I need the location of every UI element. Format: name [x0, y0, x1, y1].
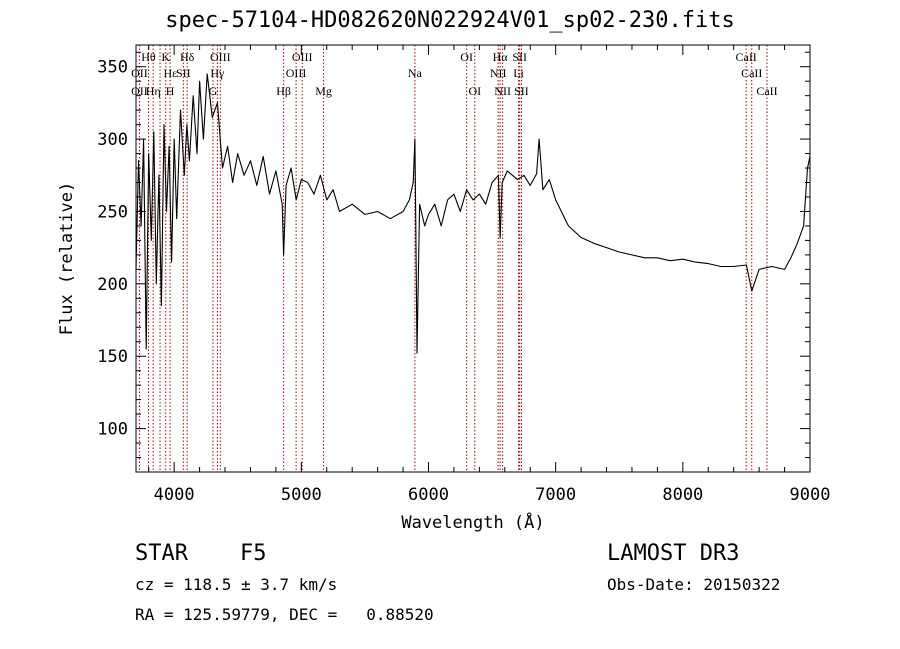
line-label: G	[209, 84, 218, 98]
y-tick-label: 250	[97, 202, 128, 222]
line-label: OII	[131, 66, 148, 80]
object-class: STAR	[135, 541, 188, 566]
redshift-info: cz = 118.5 ± 3.7 km/s	[135, 575, 338, 594]
line-label: Li	[513, 66, 524, 80]
line-label: OIII	[210, 50, 231, 64]
line-label: OI	[460, 50, 473, 64]
x-tick-label: 6000	[408, 485, 449, 505]
line-label: SII	[512, 50, 527, 64]
coordinates: RA = 125.59779, DEC = 0.88520	[135, 605, 434, 624]
line-label: CaII	[756, 84, 777, 98]
x-tick-label: 9000	[790, 485, 831, 505]
line-label: CaII	[735, 50, 756, 64]
line-label: Hδ	[180, 50, 195, 64]
line-label: H	[166, 84, 175, 98]
line-label: NII	[494, 84, 511, 98]
x-tick-label: 8000	[662, 485, 703, 505]
line-label: SII	[514, 84, 529, 98]
line-label: K	[161, 50, 170, 64]
x-tick-label: 5000	[281, 485, 322, 505]
observation-date: Obs-Date: 20150322	[607, 575, 781, 594]
chart-title: spec-57104-HD082620N022924V01_sp02-230.f…	[165, 8, 735, 33]
x-tick-label: 7000	[535, 485, 576, 505]
line-label: OII	[131, 84, 148, 98]
line-label: Hγ	[210, 66, 225, 80]
line-label: OI	[468, 84, 481, 98]
y-axis-label: Flux (relative)	[57, 182, 77, 336]
x-axis-label: Wavelength (Å)	[401, 511, 544, 533]
y-tick-label: 200	[97, 275, 128, 295]
line-label: Hε	[163, 66, 177, 80]
line-label: Na	[408, 66, 423, 80]
line-label: Hβ	[276, 84, 291, 98]
y-tick-label: 150	[97, 347, 128, 367]
line-label: SII	[176, 66, 191, 80]
line-label: Hη	[146, 84, 161, 98]
x-tick-label: 4000	[154, 485, 195, 505]
line-label: Hα	[493, 50, 509, 64]
line-label: NII	[490, 66, 507, 80]
spectrum-line	[135, 73, 811, 354]
plot-frame	[135, 44, 811, 473]
y-tick-label: 350	[97, 58, 128, 78]
line-label: OIII	[292, 50, 313, 64]
y-tick-label: 100	[97, 420, 128, 440]
line-label: CaII	[741, 66, 762, 80]
line-label: Hθ	[141, 50, 156, 64]
line-label: OIII	[286, 66, 307, 80]
object-subclass: F5	[240, 541, 267, 566]
survey-name: LAMOST DR3	[607, 541, 740, 566]
line-label: Mg	[315, 84, 332, 98]
y-tick-label: 300	[97, 130, 128, 150]
